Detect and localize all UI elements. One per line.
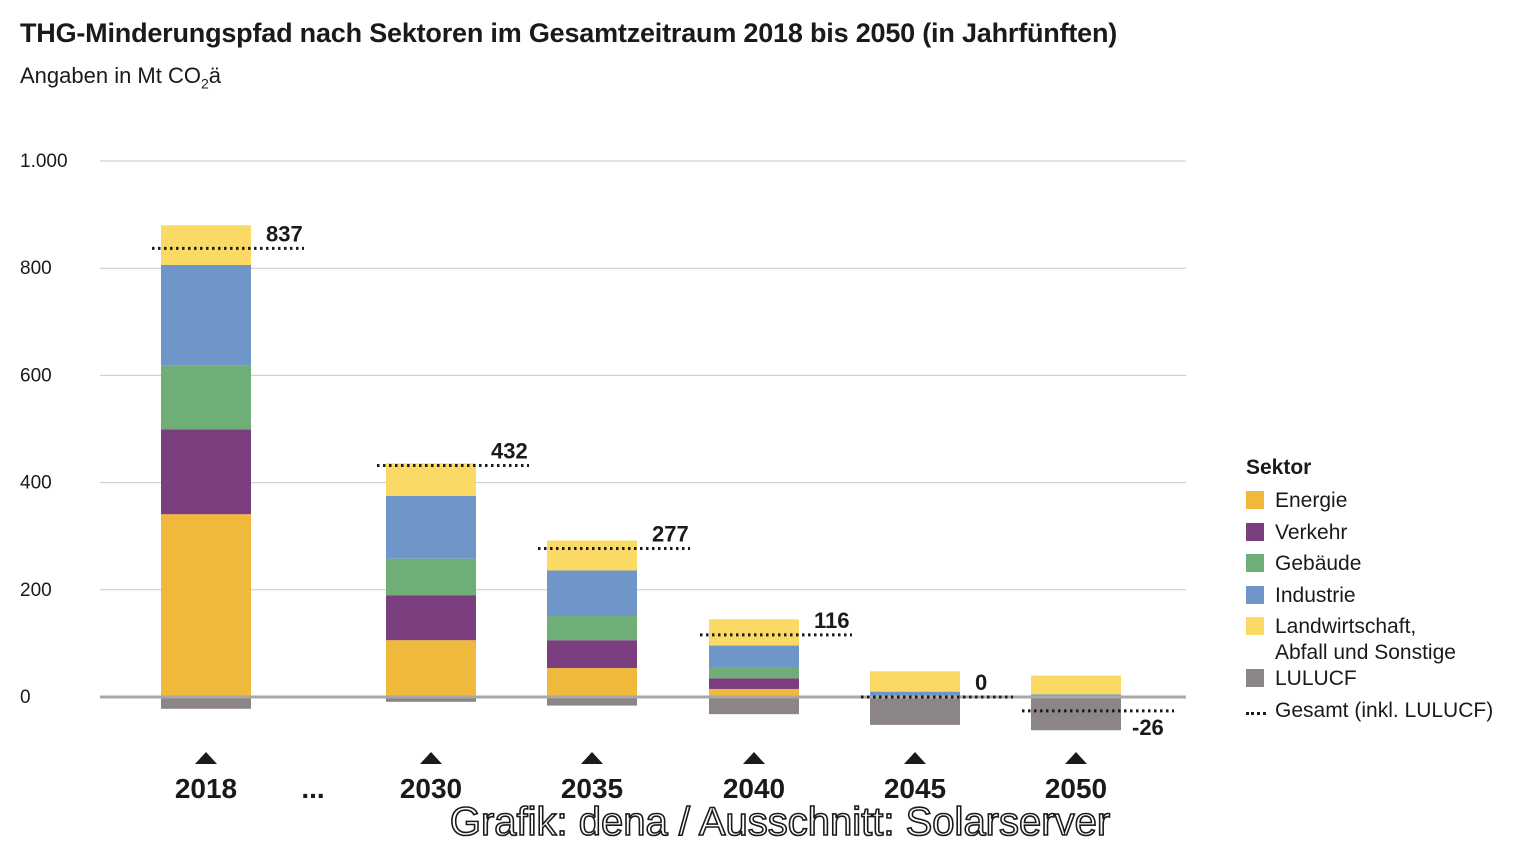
- bar-2040-lulucf: [709, 697, 799, 715]
- subtitle-suffix: ä: [208, 63, 222, 88]
- legend-label-energie: Energie: [1275, 489, 1348, 512]
- chart-subtitle: Angaben in Mt CO2ä: [20, 63, 221, 91]
- bar-2030-verkehr: [386, 595, 476, 641]
- category-marker-icon-2040: [743, 752, 765, 764]
- legend-swatch-verkehr: [1246, 522, 1264, 541]
- category-marker-icon-2050: [1065, 752, 1087, 764]
- bar-2035-gebäude: [547, 616, 637, 641]
- total-label-2030: 432: [491, 438, 528, 463]
- legend-item-verkehr: Verkehr: [1246, 520, 1493, 552]
- legend-swatch-landwirtschaft: [1246, 617, 1264, 635]
- y-tick-label-600: 600: [20, 365, 52, 386]
- x-axis-gap-ellipsis: ...: [301, 773, 324, 804]
- legend-label-verkehr: Verkehr: [1275, 520, 1348, 544]
- bar-2030-lulucf: [386, 697, 476, 702]
- x-tick-label-2045: 2045: [884, 773, 946, 804]
- legend-label-landwirtschaft: Landwirtschaft, Abfall und Sonstige: [1275, 615, 1456, 664]
- y-tick-label-0: 0: [20, 687, 31, 708]
- legend-item-lulucf: LULUCF: [1246, 666, 1493, 698]
- category-marker-icon-2030: [420, 752, 442, 764]
- bar-2040-energie: [709, 688, 799, 697]
- subtitle-subscript: 2: [200, 75, 209, 92]
- y-tick-label-1.000: 1.000: [20, 151, 68, 172]
- legend-item-industrie: Industrie: [1246, 583, 1493, 615]
- total-label-2045: 0: [975, 670, 987, 695]
- bar-2050-lulucf: [1031, 697, 1121, 731]
- x-tick-label-2040: 2040: [723, 773, 785, 804]
- legend-swatch-energie: [1246, 491, 1264, 509]
- legend-label-gebaeude: Gebäude: [1275, 552, 1362, 575]
- legend-label-lulucf: LULUCF: [1275, 667, 1357, 690]
- bar-2035-lulucf: [547, 697, 637, 706]
- bar-2018-lulucf: [161, 697, 251, 709]
- chart-title: THG-Minderungspfad nach Sektoren im Gesa…: [20, 18, 1118, 48]
- total-label-2050: -26: [1132, 715, 1164, 740]
- total-label-2040: 116: [814, 608, 850, 633]
- legend-item-gesamt: Gesamt (inkl. LULUCF): [1246, 698, 1493, 730]
- legend-dotted-line-icon: [1246, 711, 1266, 715]
- bar-2018-landwirtschaft: [161, 225, 251, 265]
- legend-item-landwirtschaft: Landwirtschaft, Abfall und Sonstige: [1246, 614, 1493, 666]
- category-marker-icon-2045: [904, 752, 926, 764]
- legend-swatch-lulucf: [1246, 669, 1264, 687]
- category-marker-icon-2018: [195, 752, 217, 764]
- bar-2030-landwirtschaft: [386, 463, 476, 496]
- total-label-2035: 277: [652, 522, 689, 547]
- bar-2035-energie: [547, 668, 637, 697]
- image-credit: Grafik: dena / Ausschnitt: Solarserver: [449, 799, 1111, 845]
- x-tick-label-2018: 2018: [175, 773, 237, 804]
- bar-2030-industrie: [386, 496, 476, 559]
- legend-item-energie: Energie: [1246, 488, 1493, 520]
- legend-label-industrie: Industrie: [1275, 583, 1356, 607]
- legend-label-gesamt: Gesamt (inkl. LULUCF): [1275, 698, 1494, 722]
- bar-2035-landwirtschaft: [547, 540, 637, 571]
- bar-2045-landwirtschaft: [870, 671, 960, 692]
- category-marker-icon-2035: [581, 752, 603, 764]
- x-tick-label-2030: 2030: [400, 773, 462, 804]
- bar-2030-energie: [386, 640, 476, 697]
- bar-2018-verkehr: [161, 429, 251, 515]
- bar-2040-gebäude: [709, 666, 799, 679]
- y-tick-label-200: 200: [20, 580, 52, 601]
- bar-2045-lulucf: [870, 697, 960, 725]
- bar-2040-industrie: [709, 645, 799, 667]
- x-tick-label-2035: 2035: [561, 773, 623, 804]
- legend-item-gebaeude: Gebäude: [1246, 551, 1493, 583]
- bar-2040-verkehr: [709, 678, 799, 689]
- bar-2035-industrie: [547, 570, 637, 617]
- legend-swatch-gebaeude: [1246, 554, 1264, 572]
- bar-2045-industrie: [870, 691, 960, 697]
- y-tick-label-800: 800: [20, 258, 52, 279]
- bar-2030-gebäude: [386, 558, 476, 596]
- bar-2040-landwirtschaft: [709, 619, 799, 646]
- subtitle-prefix: Angaben in Mt CO: [20, 63, 201, 88]
- legend-swatch-industrie: [1246, 585, 1264, 604]
- bar-2035-verkehr: [547, 640, 637, 669]
- bar-2018-gebäude: [161, 365, 251, 430]
- bar-2050-landwirtschaft: [1031, 675, 1121, 695]
- legend: Sektor Energie Verkehr Gebäude Industrie…: [1246, 456, 1493, 729]
- x-tick-label-2050: 2050: [1045, 773, 1107, 804]
- total-label-2018: 837: [266, 221, 303, 246]
- y-tick-label-400: 400: [20, 473, 52, 494]
- legend-title: Sektor: [1246, 456, 1312, 479]
- bar-2018-industrie: [161, 264, 251, 366]
- bar-2018-energie: [161, 514, 251, 697]
